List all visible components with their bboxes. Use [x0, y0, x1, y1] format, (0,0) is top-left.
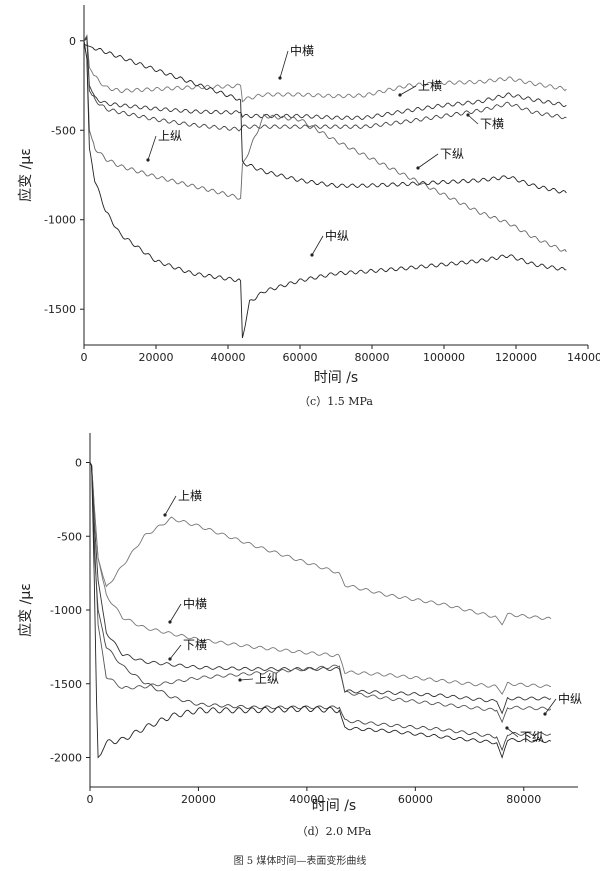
annotation-arrow [506, 727, 519, 738]
annotation-label: 中横 [183, 596, 207, 611]
annotation-arrowhead [398, 93, 402, 97]
x-tick-label: 80000 [506, 793, 541, 806]
y-tick-label: 0 [75, 457, 82, 470]
chart-d: 0 20000 40000 60000 80000 0 -500 -1000 -1500 -200… [0, 425, 600, 845]
annotation-arrowhead [310, 253, 314, 257]
annotation-arrowhead [466, 113, 470, 117]
series-line [89, 462, 552, 695]
x-tick-label: 100000 [423, 351, 465, 364]
chart-d-svg: 0 20000 40000 60000 80000 0 -500 -1000 -1500 -200… [17, 433, 582, 838]
annotation-label: 中纵 [325, 228, 349, 243]
annotation-arrow [169, 603, 182, 623]
annotation-arrow [239, 678, 254, 681]
annotation-label: 下横 [480, 117, 504, 131]
annotation-label: 中纵 [558, 691, 582, 706]
series-line [89, 462, 552, 759]
figure-caption: 图 5 煤体时间—表面变形曲线 [233, 856, 367, 867]
annotation-label: 上纵 [255, 672, 279, 686]
annotation-label: 上纵 [158, 129, 182, 143]
y-tick-label: -1000 [50, 604, 82, 617]
annotation-arrowhead [168, 657, 172, 661]
x-tick-label: 20000 [139, 351, 174, 364]
annotation-label: 下纵 [440, 147, 464, 161]
annotation-arrow [311, 235, 324, 256]
series-line [83, 40, 567, 253]
chart-caption: （c）1.5 MPa [299, 395, 373, 408]
series-line [83, 43, 567, 194]
x-tick-label: 80000 [355, 351, 390, 364]
annotation-arrowhead [146, 158, 150, 162]
annotation-arrowhead [163, 513, 167, 517]
annotation-arrow [169, 644, 182, 660]
y-tick-label: -1000 [44, 214, 76, 227]
y-tick-label: -2000 [50, 752, 82, 765]
annotation-arrowhead [238, 678, 242, 682]
series-line [83, 40, 567, 339]
x-tick-label: 40000 [211, 351, 246, 364]
y-tick-label: 0 [69, 35, 76, 48]
annotation-arrowhead [543, 712, 547, 716]
x-axis-label: 时间 /s [314, 370, 358, 386]
y-tick-label: -500 [57, 530, 82, 543]
annotation-arrow [544, 698, 557, 715]
series-line [89, 462, 552, 626]
y-axis-label: 应变 /με [17, 148, 34, 202]
annotation-label: 中横 [290, 43, 314, 58]
annotation-arrowhead [278, 76, 282, 80]
x-tick-label: 0 [87, 793, 94, 806]
series-line [89, 462, 552, 715]
annotation-arrow [164, 495, 177, 516]
annotation-arrow [467, 114, 479, 125]
x-axis-label: 时间 /s [312, 798, 356, 814]
x-tick-label: 20000 [181, 793, 216, 806]
y-tick-label: -1500 [50, 678, 82, 691]
annotation-label: 下纵 [520, 730, 544, 744]
x-tick-label: 40000 [289, 793, 324, 806]
x-tick-label: 120000 [495, 351, 537, 364]
annotation-arrow [399, 85, 417, 96]
x-tick-label: 60000 [398, 793, 433, 806]
y-tick-label: -1500 [44, 303, 76, 316]
y-axis-label: 应变 /με [17, 583, 34, 637]
x-tick-label: 60000 [283, 351, 318, 364]
series-line [89, 462, 552, 752]
series-line [83, 33, 567, 103]
x-tick-label: 0 [81, 351, 88, 364]
annotation-arrowhead [505, 726, 509, 730]
series-group [89, 462, 552, 759]
annotation-label: 下横 [183, 638, 207, 652]
axes: 0 20000 40000 60000 80000 0 -500 -1000 -1500 -200… [50, 433, 578, 806]
annotation-arrow [279, 50, 289, 79]
series-group [83, 33, 567, 339]
annotation-label: 上横 [178, 489, 202, 503]
annotation-arrow [147, 135, 157, 161]
annotation-arrowhead [416, 166, 420, 170]
annotation-arrowhead [168, 620, 172, 624]
annotation-arrow [417, 153, 439, 169]
series-line [89, 462, 552, 724]
chart-caption: （d）2.0 MPa [297, 825, 372, 838]
annotation-label: 上横 [418, 79, 442, 93]
series-line [83, 38, 567, 132]
series-line [83, 36, 567, 120]
y-tick-label: -500 [51, 124, 76, 137]
